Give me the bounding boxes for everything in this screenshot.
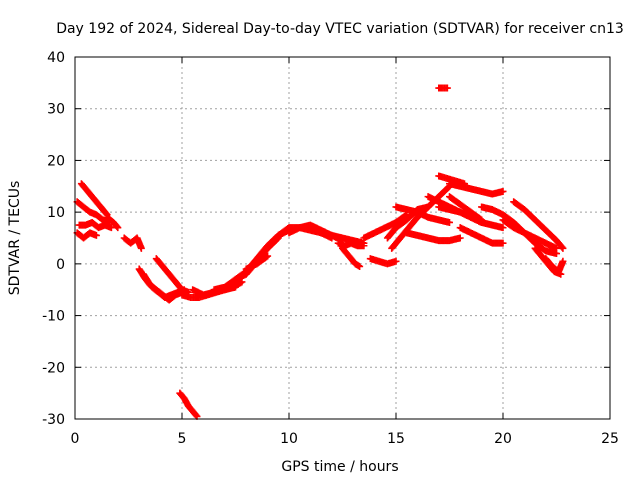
series-arc-20 bbox=[366, 255, 400, 268]
series-arc-14 bbox=[242, 252, 272, 273]
data-point bbox=[558, 243, 566, 251]
data-point bbox=[107, 224, 115, 232]
data-point bbox=[446, 218, 453, 226]
data-point bbox=[232, 283, 239, 291]
data-point bbox=[476, 215, 484, 223]
x-tick-label: 5 bbox=[178, 431, 187, 447]
chart-title: Day 192 of 2024, Sidereal Day-to-day VTE… bbox=[56, 21, 624, 37]
series-arc-03 bbox=[77, 180, 111, 219]
data-point bbox=[424, 203, 432, 211]
data-point bbox=[456, 234, 464, 242]
series-arc-06 bbox=[120, 234, 145, 252]
plot-frame bbox=[74, 56, 611, 420]
data-point bbox=[553, 244, 560, 252]
series-arc-18 bbox=[339, 244, 364, 270]
series-arc-31 bbox=[456, 224, 507, 247]
x-tick-label: 10 bbox=[280, 431, 298, 447]
series-arc-01 bbox=[75, 218, 115, 232]
x-tick-label: 0 bbox=[71, 431, 80, 447]
series-arc-33 bbox=[499, 216, 560, 252]
series-arc-13 bbox=[232, 234, 282, 283]
data-point bbox=[264, 252, 272, 260]
grid-lines bbox=[75, 57, 610, 419]
data-point bbox=[92, 231, 100, 239]
data-point bbox=[192, 411, 200, 419]
y-tick-label: 30 bbox=[47, 102, 65, 118]
series-arc-25 bbox=[403, 229, 464, 245]
series-arc-36 bbox=[542, 255, 567, 276]
data-point bbox=[360, 242, 368, 250]
x-tick-label: 25 bbox=[601, 431, 619, 447]
series-arc-29 bbox=[446, 180, 507, 198]
y-tick-label: -30 bbox=[42, 412, 65, 428]
y-tick-label: 0 bbox=[56, 257, 65, 273]
y-tick-label: 20 bbox=[47, 153, 65, 169]
x-tick-label: 15 bbox=[387, 431, 405, 447]
x-axis-label: GPS time / hours bbox=[281, 459, 398, 475]
data-point bbox=[499, 224, 507, 232]
series-arc-27 bbox=[435, 203, 486, 226]
y-axis-label: SDTVAR / TECUs bbox=[7, 181, 23, 296]
data-point bbox=[443, 84, 451, 92]
axis-ticks: 0 5 10 15 20 25 -30 -20 -10 0 10 20 30 40 bbox=[42, 50, 619, 447]
series-arc-37 bbox=[176, 389, 201, 420]
data-point bbox=[137, 244, 145, 252]
data-point bbox=[499, 187, 507, 195]
data-point bbox=[356, 262, 364, 270]
data-point bbox=[499, 239, 507, 247]
series-arc-24 bbox=[392, 203, 453, 226]
data-points bbox=[73, 84, 567, 420]
y-tick-label: -10 bbox=[42, 309, 65, 325]
data-point bbox=[262, 253, 270, 261]
data-point bbox=[478, 216, 486, 224]
data-point bbox=[559, 257, 567, 265]
data-point bbox=[102, 210, 110, 218]
series-arc-30 bbox=[446, 193, 486, 224]
series-arc-05 bbox=[103, 213, 122, 232]
series-arc-38 bbox=[435, 84, 451, 92]
y-tick-label: -20 bbox=[42, 360, 65, 376]
y-tick-label: 40 bbox=[47, 50, 65, 66]
series-arc-04 bbox=[73, 229, 100, 242]
data-point bbox=[559, 244, 567, 252]
series-arc-19 bbox=[334, 239, 368, 250]
y-tick-label: 10 bbox=[47, 205, 65, 221]
data-point bbox=[113, 223, 121, 231]
series-arc-09 bbox=[152, 255, 192, 296]
x-tick-label: 20 bbox=[494, 431, 512, 447]
series-arc-08 bbox=[139, 270, 186, 304]
data-point bbox=[114, 224, 122, 232]
data-point bbox=[273, 235, 281, 243]
series-arc-34 bbox=[510, 198, 567, 252]
data-point bbox=[392, 257, 400, 265]
series-arc-21 bbox=[360, 211, 411, 242]
